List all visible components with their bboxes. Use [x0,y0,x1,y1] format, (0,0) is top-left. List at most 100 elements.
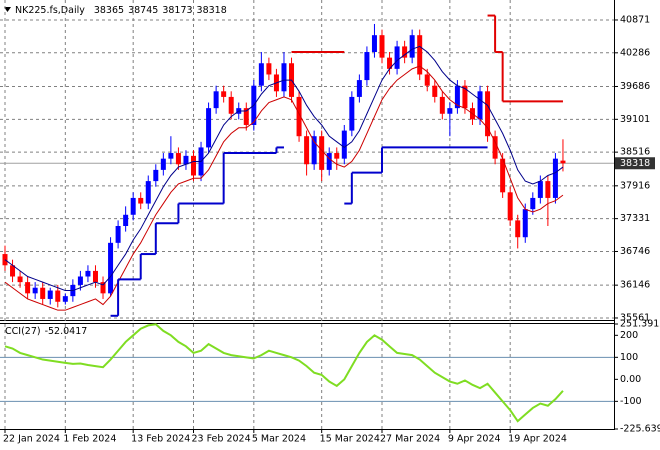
candle-body [439,96,445,114]
candle-body [115,225,121,243]
candle-body [266,63,272,75]
close-value: 38318 [197,5,227,16]
candle-body [477,91,483,120]
y-tick-label: -225.639 [620,424,660,435]
candle-body [108,242,114,294]
candle-body [326,153,332,170]
y-tick-label: -100 [620,396,642,407]
candle-body [228,96,234,114]
candle-body [334,153,340,159]
candle-body [349,96,355,131]
candle-body [507,192,513,221]
y-tick-label: 37916 [620,180,650,191]
candle-body [454,85,460,109]
candle-body [492,136,498,159]
indicator-name: CCI(27) [5,326,41,337]
y-tick-label: 35561 [620,312,650,323]
y-tick-label: 37331 [620,213,650,224]
y-tick-label: 100 [620,352,638,363]
candle-body [394,46,400,69]
candle-body [379,35,385,58]
candle-body [432,85,438,97]
high-value: 38745 [128,5,158,16]
candle-body [130,197,136,215]
low-value: 38173 [162,5,192,16]
candle-body [417,35,423,75]
x-tick-label: 27 Mar 2024 [380,434,440,445]
moving-average-line [4,45,564,292]
candle-body [552,158,558,198]
candle-body [462,85,468,109]
moving-average-line [4,65,564,311]
candle-body [40,287,46,299]
candle-body [522,209,528,238]
candle-body [206,108,212,148]
candle-body [500,158,506,193]
y-tick-label: 36746 [620,246,650,257]
y-tick-label: 0.00 [620,374,641,385]
y-tick-label: 39686 [620,81,650,92]
candle-body [62,296,68,302]
candle-body [213,91,219,109]
candle-body [447,108,453,114]
candle-body [402,46,408,58]
candle-body [191,155,196,176]
candle-body [515,220,521,238]
symbol: NK225.fs,Daily [15,5,85,16]
candle-body [296,96,302,137]
candle-body [160,158,166,170]
candle-body [485,91,491,137]
candle-body [175,153,181,165]
x-tick-label: 22 Jan 2024 [3,434,60,445]
candle-body [304,136,310,165]
candle-body [10,265,16,277]
candle-body [145,181,151,204]
x-tick-label: 13 Feb 2024 [131,434,190,445]
x-tick-label: 19 Apr 2024 [508,434,567,445]
candle-body [123,214,129,226]
candle-body [387,57,393,69]
candle-body [100,282,106,294]
candle-body [25,282,31,294]
candle-body [364,52,370,81]
candle-body [319,136,325,170]
y-tick-label: 39101 [620,114,650,125]
open-value: 38365 [94,5,124,16]
candle-body [243,108,249,125]
candle-body [17,276,23,283]
candle-body [77,276,83,285]
candle-body [537,181,543,198]
cci-line [4,323,564,423]
candle-body [92,270,98,283]
candle-body [183,155,189,165]
candle-body [281,63,287,92]
candle-body [153,169,159,182]
x-tick-label: 5 Mar 2024 [252,434,306,445]
chart-title: NK225.fs,Daily 38365 38745 38173 38318 [15,5,227,16]
indicator-value: -52.0417 [45,326,88,337]
candle-body [424,74,430,86]
symbol-marker [4,7,11,12]
candle-body [258,63,264,86]
candle-body [55,290,61,302]
candle-body [371,35,377,53]
candle-body [47,290,53,299]
candle-body [85,270,91,277]
candle-body [221,91,227,97]
candle-body [168,153,174,159]
indicator-title: CCI(27) -52.0417 [5,326,87,337]
candle-body [356,80,362,97]
x-tick-label: 23 Feb 2024 [192,434,251,445]
y-tick-label: 200 [620,330,638,341]
y-tick-label: 38516 [620,147,650,158]
last-price-box [615,157,655,170]
x-tick-label: 1 Feb 2024 [63,434,116,445]
x-tick-label: 9 Apr 2024 [448,434,501,445]
y-tick-label: 40871 [620,14,650,25]
y-tick-label: 36146 [620,280,650,291]
last-price-label: 38318 [620,158,650,169]
candle-body [530,197,536,210]
